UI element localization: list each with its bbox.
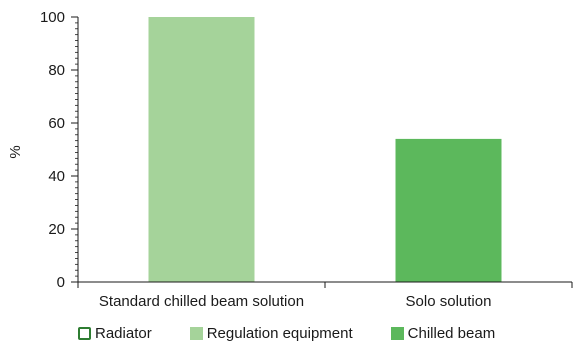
bars (148, 17, 502, 282)
legend-item: Radiator (78, 325, 152, 342)
y-tick-label: 100 (40, 9, 65, 26)
legend-label: Chilled beam (407, 324, 496, 342)
legend-label: Radiator (95, 324, 152, 342)
y-axis-label: % (7, 145, 24, 158)
y-tick-label: 80 (48, 62, 65, 79)
y-tick-label: 60 (48, 115, 65, 132)
y-axis-ticks: 0 20 40 60 80 100 (40, 9, 78, 291)
legend: Radiator Regulation equipment Chilled beam (78, 322, 578, 344)
y-tick-label: 20 (48, 221, 65, 238)
y-tick-label: 0 (57, 274, 65, 291)
x-category-label: Standard chilled beam solution (99, 293, 304, 310)
legend-item: Chilled beam (390, 324, 496, 342)
legend-label: Regulation equipment (206, 324, 353, 342)
legend-swatch (78, 326, 91, 340)
legend-swatch (189, 326, 203, 340)
y-tick-label: 40 (48, 168, 65, 185)
bar-regulation-equipment (148, 17, 255, 282)
axes (77, 17, 573, 288)
legend-swatch (390, 326, 404, 340)
legend-item: Regulation equipment (189, 324, 353, 342)
x-category-label: Solo solution (406, 293, 492, 310)
x-axis-labels: Standard chilled beam solution Solo solut… (99, 293, 492, 310)
bar-chilled-beam (395, 138, 502, 282)
